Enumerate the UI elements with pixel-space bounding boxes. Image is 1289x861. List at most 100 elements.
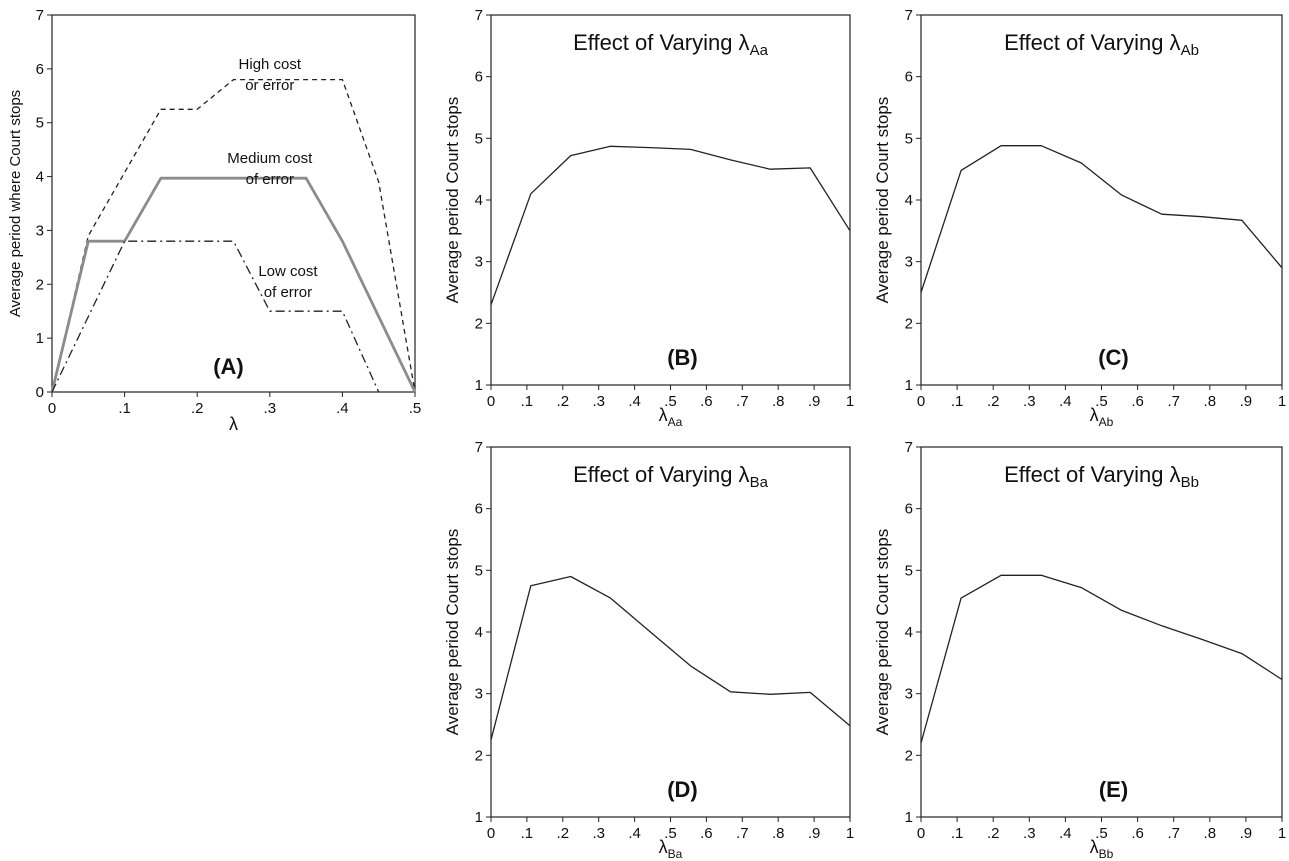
x-tick-label: .2 xyxy=(987,825,1000,842)
x-tick-label: .6 xyxy=(1131,825,1144,842)
x-tick-label: .7 xyxy=(736,825,749,842)
x-axis-label: λAa xyxy=(659,405,683,429)
x-tick-label: .5 xyxy=(1095,825,1108,842)
annotation-label: Medium cost of error xyxy=(227,150,313,188)
y-tick-label: 6 xyxy=(36,61,44,78)
x-tick-label: .9 xyxy=(808,393,821,410)
y-tick-label: 3 xyxy=(475,686,483,703)
x-tick-label: 1 xyxy=(846,825,854,842)
y-tick-label: 7 xyxy=(475,439,483,456)
y-tick-label: 5 xyxy=(475,562,483,579)
x-tick-label: .1 xyxy=(951,393,964,410)
plot-frame xyxy=(51,14,416,393)
y-tick-label: 0 xyxy=(36,384,44,401)
x-tick-label: 0 xyxy=(48,400,56,417)
series-line-1 xyxy=(920,574,1283,744)
y-axis-label: Average period where Court stops xyxy=(7,90,24,317)
plot-frame xyxy=(490,14,851,386)
x-tick-label: .9 xyxy=(1240,393,1253,410)
x-tick-label: .9 xyxy=(1240,825,1253,842)
y-tick-label: 2 xyxy=(905,315,913,332)
x-tick-label: .5 xyxy=(664,393,677,410)
x-tick-label: .5 xyxy=(1095,393,1108,410)
y-tick-label: 5 xyxy=(36,115,44,132)
y-tick-label: 4 xyxy=(475,624,483,641)
x-tick-label: 1 xyxy=(1278,825,1286,842)
chart-title: Effect of Varying λBb xyxy=(1004,462,1199,491)
chart-panel-c: 0 .1 .2 .3 .4 .5 .6 .7 .8 .9 1 1 2 3 4 5 6 7 Average perio… xyxy=(873,7,1286,429)
x-tick-label: .5 xyxy=(409,400,422,417)
chart-panel-e: 0 .1 .2 .3 .4 .5 .6 .7 .8 .9 1 1 2 3 4 5 6 7 Average perio… xyxy=(873,439,1286,861)
y-tick-label: 5 xyxy=(905,562,913,579)
x-axis-label: λBb xyxy=(1090,837,1114,861)
x-tick-label: .4 xyxy=(336,400,349,417)
y-tick-label: 7 xyxy=(905,439,913,456)
x-tick-label: .6 xyxy=(1131,393,1144,410)
x-tick-label: .5 xyxy=(664,825,677,842)
x-tick-label: 0 xyxy=(917,393,925,410)
x-axis-label: λ xyxy=(229,414,238,434)
x-tick-label: .4 xyxy=(1059,393,1072,410)
y-tick-label: 7 xyxy=(475,7,483,24)
y-tick-label: 2 xyxy=(905,747,913,764)
y-tick-label: 3 xyxy=(905,686,913,703)
panel-label: (D) xyxy=(667,777,698,802)
x-tick-label: .7 xyxy=(1167,825,1180,842)
y-tick-label: 1 xyxy=(475,809,483,826)
y-tick-label: 7 xyxy=(905,7,913,24)
y-tick-label: 2 xyxy=(475,747,483,764)
series-line-1 xyxy=(490,145,851,306)
x-tick-label: .8 xyxy=(772,825,785,842)
y-tick-label: 4 xyxy=(905,624,913,641)
x-tick-label: .6 xyxy=(700,825,713,842)
y-tick-label: 4 xyxy=(36,169,44,186)
x-tick-label: .3 xyxy=(1023,393,1036,410)
x-tick-label: .9 xyxy=(808,825,821,842)
y-tick-label: 1 xyxy=(475,377,483,394)
series-line-1 xyxy=(51,78,416,393)
y-tick-label: 6 xyxy=(475,69,483,86)
y-tick-label: 1 xyxy=(905,809,913,826)
series-line-1 xyxy=(490,575,851,741)
y-tick-label: 4 xyxy=(905,192,913,209)
x-tick-label: .3 xyxy=(264,400,277,417)
x-tick-label: .1 xyxy=(521,825,534,842)
y-tick-label: 3 xyxy=(475,254,483,271)
chart-title: Effect of Varying λAa xyxy=(573,30,769,59)
y-tick-label: 2 xyxy=(36,276,44,293)
x-tick-label: .4 xyxy=(1059,825,1072,842)
chart-panel-a: 0 .1 .2 .3 .4 .5 0 1 2 3 4 5 6 7 Average period where … xyxy=(7,7,421,434)
y-tick-label: 6 xyxy=(475,501,483,518)
panel-label: (A) xyxy=(213,354,244,379)
y-tick-label: 3 xyxy=(36,222,44,239)
annotation-label: Low cost of error xyxy=(258,263,318,301)
x-tick-label: .2 xyxy=(191,400,204,417)
panel-label: (E) xyxy=(1099,777,1128,802)
x-tick-label: 0 xyxy=(487,825,495,842)
plot-frame xyxy=(490,446,851,818)
x-axis-label: λAb xyxy=(1090,405,1114,429)
x-tick-label: .8 xyxy=(1204,393,1217,410)
x-tick-label: .7 xyxy=(1167,393,1180,410)
x-tick-label: .2 xyxy=(987,393,1000,410)
x-tick-label: .8 xyxy=(772,393,785,410)
x-tick-label: .4 xyxy=(628,393,641,410)
y-tick-label: 4 xyxy=(475,192,483,209)
x-tick-label: .3 xyxy=(592,393,605,410)
annotation-label: High cost or error xyxy=(239,56,302,94)
panel-label: (B) xyxy=(667,345,698,370)
y-tick-label: 2 xyxy=(475,315,483,332)
y-tick-label: 7 xyxy=(36,7,44,24)
x-tick-label: 1 xyxy=(1278,393,1286,410)
x-tick-label: .8 xyxy=(1204,825,1217,842)
y-tick-label: 6 xyxy=(905,501,913,518)
y-tick-label: 3 xyxy=(905,254,913,271)
chart-panel-d: 0 .1 .2 .3 .4 .5 .6 .7 .8 .9 1 1 2 3 4 5 6 7 Average perio… xyxy=(443,439,854,861)
y-axis-label: Average period Court stops xyxy=(443,529,462,736)
x-tick-label: .1 xyxy=(118,400,131,417)
x-tick-label: .1 xyxy=(951,825,964,842)
y-tick-label: 1 xyxy=(36,330,44,347)
x-tick-label: .2 xyxy=(557,825,570,842)
y-axis-label: Average period Court stops xyxy=(873,529,892,736)
